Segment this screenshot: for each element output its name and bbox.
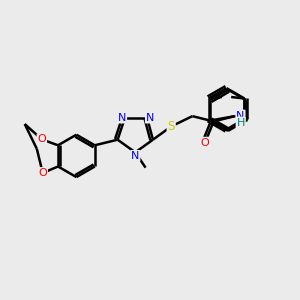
Text: N: N <box>118 112 126 123</box>
Text: O: O <box>200 138 209 148</box>
Text: N: N <box>131 151 140 161</box>
Text: S: S <box>167 120 175 133</box>
Text: O: O <box>38 168 47 178</box>
Text: H: H <box>236 118 245 128</box>
Text: O: O <box>38 134 46 144</box>
Text: N: N <box>146 112 154 123</box>
Text: N: N <box>236 110 244 121</box>
